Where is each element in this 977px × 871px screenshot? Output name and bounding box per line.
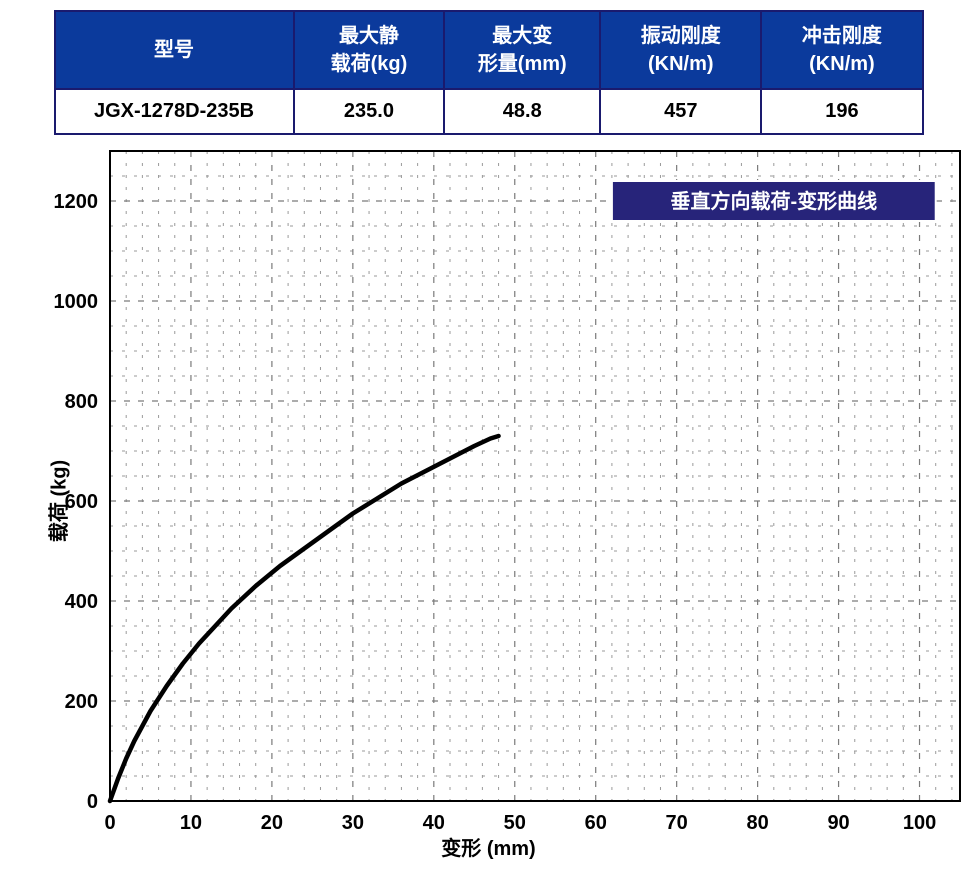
y-axis-label: 载荷 (kg) bbox=[43, 460, 72, 542]
spec-table: 型号 最大静 载荷(kg) 最大变 形量(mm) 振动刚度 (KN/m) 冲击刚… bbox=[54, 10, 924, 135]
x-axis-label: 变形 (mm) bbox=[10, 832, 967, 861]
svg-text:10: 10 bbox=[180, 812, 202, 834]
table-header-row: 型号 最大静 载荷(kg) 最大变 形量(mm) 振动刚度 (KN/m) 冲击刚… bbox=[55, 11, 923, 89]
svg-text:0: 0 bbox=[104, 812, 115, 834]
svg-text:200: 200 bbox=[65, 691, 98, 713]
header-text: (KN/m) bbox=[648, 53, 714, 75]
svg-text:垂直方向载荷-变形曲线: 垂直方向载荷-变形曲线 bbox=[670, 189, 877, 213]
svg-text:20: 20 bbox=[261, 812, 283, 834]
header-text: 最大静 bbox=[339, 25, 399, 47]
cell-vibration-stiffness: 457 bbox=[600, 89, 761, 134]
header-text: 冲击刚度 bbox=[802, 25, 882, 47]
cell-impact-stiffness: 196 bbox=[761, 89, 922, 134]
col-header-model: 型号 bbox=[55, 11, 294, 89]
header-text: 振动刚度 bbox=[641, 25, 721, 47]
cell-max-deformation: 48.8 bbox=[444, 89, 600, 134]
svg-text:800: 800 bbox=[65, 391, 98, 413]
cell-max-static-load: 235.0 bbox=[294, 89, 445, 134]
svg-text:1000: 1000 bbox=[54, 291, 99, 313]
svg-text:90: 90 bbox=[827, 812, 849, 834]
cell-model: JGX-1278D-235B bbox=[55, 89, 294, 134]
col-header-max-deformation: 最大变 形量(mm) bbox=[444, 11, 600, 89]
col-header-max-static-load: 最大静 载荷(kg) bbox=[294, 11, 445, 89]
header-text: 形量(mm) bbox=[478, 53, 567, 75]
svg-text:1200: 1200 bbox=[54, 191, 99, 213]
header-text: (KN/m) bbox=[809, 53, 875, 75]
col-header-impact-stiffness: 冲击刚度 (KN/m) bbox=[761, 11, 922, 89]
chart-container: 载荷 (kg) 01020304050607080901000200400600… bbox=[10, 141, 967, 861]
table-row: JGX-1278D-235B 235.0 48.8 457 196 bbox=[55, 89, 923, 134]
header-text: 最大变 bbox=[492, 25, 552, 47]
header-text: 型号 bbox=[154, 39, 194, 61]
svg-text:80: 80 bbox=[746, 812, 768, 834]
svg-text:100: 100 bbox=[903, 812, 936, 834]
svg-text:50: 50 bbox=[504, 812, 526, 834]
svg-text:60: 60 bbox=[585, 812, 607, 834]
svg-text:30: 30 bbox=[342, 812, 364, 834]
header-text: 载荷(kg) bbox=[331, 53, 408, 75]
col-header-vibration-stiffness: 振动刚度 (KN/m) bbox=[600, 11, 761, 89]
svg-text:400: 400 bbox=[65, 591, 98, 613]
load-deformation-chart: 0102030405060708090100020040060080010001… bbox=[10, 141, 967, 861]
svg-text:70: 70 bbox=[666, 812, 688, 834]
svg-text:0: 0 bbox=[87, 791, 98, 813]
svg-text:40: 40 bbox=[423, 812, 445, 834]
